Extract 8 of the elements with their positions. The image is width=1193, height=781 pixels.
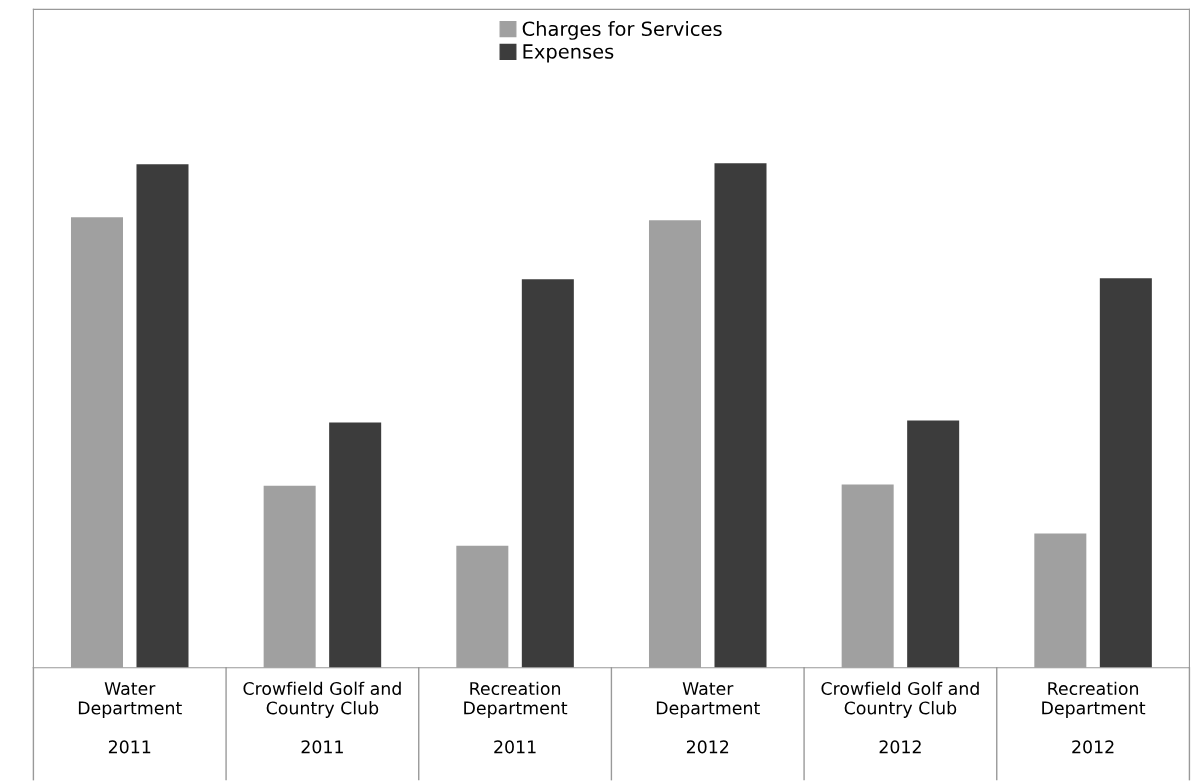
legend-label: Charges for Services bbox=[522, 21, 722, 40]
category-label: Crowfield Golf and Country Club 2011 bbox=[243, 681, 401, 754]
category-label: Water Department 2012 bbox=[656, 682, 760, 754]
category-label: Recreation Department 2011 bbox=[464, 681, 568, 754]
category-label: Recreation Department 2012 bbox=[1042, 681, 1146, 754]
category-label: Water Department 2011 bbox=[78, 682, 182, 754]
category-label: Crowfield Golf and Country Club 2012 bbox=[821, 681, 979, 754]
legend-label: Expenses bbox=[523, 44, 614, 63]
